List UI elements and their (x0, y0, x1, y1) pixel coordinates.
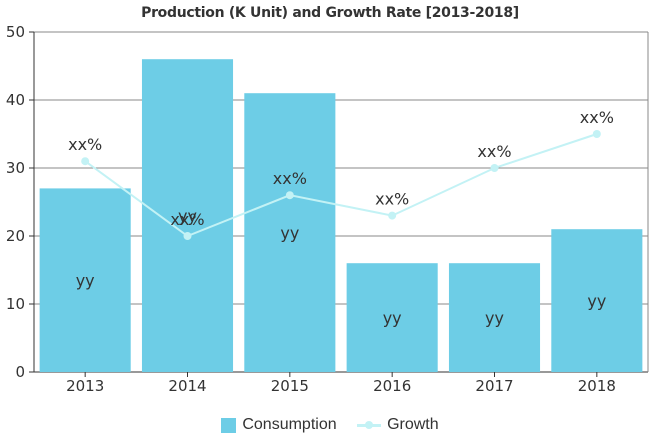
y-tick-label: 10 (6, 295, 25, 313)
growth-data-label: xx% (68, 135, 102, 154)
growth-point (285, 191, 294, 200)
y-tick-label: 50 (6, 23, 25, 41)
x-tick-label: 2015 (271, 377, 309, 395)
legend-swatch-consumption (221, 417, 237, 433)
bar (448, 263, 541, 372)
chart-title: Production (K Unit) and Growth Rate [201… (141, 5, 519, 21)
growth-point (81, 157, 90, 166)
bar-data-label: yy (485, 309, 504, 328)
y-tick-label: 0 (15, 363, 25, 381)
growth-data-label: xx% (375, 190, 409, 209)
growth-point (183, 232, 192, 240)
bar-data-label: yy (383, 309, 402, 328)
x-tick-label: 2014 (168, 377, 206, 395)
y-tick-label: 20 (6, 227, 25, 245)
growth-data-label: xx% (477, 142, 511, 161)
growth-point (388, 211, 397, 220)
bar-data-label: yy (178, 207, 197, 226)
legend-label-consumption: Consumption (242, 416, 337, 433)
bar (346, 263, 438, 372)
legend-item-growth[interactable]: Growth (357, 416, 439, 434)
growth-point (592, 130, 601, 138)
y-tick-label: 40 (6, 91, 25, 109)
x-tick-label: 2018 (578, 377, 616, 395)
bar-data-label: yy (587, 292, 606, 311)
bar (39, 188, 131, 372)
legend: Consumption Growth (0, 416, 660, 438)
growth-data-label: xx% (580, 108, 614, 127)
legend-swatch-growth (357, 418, 382, 433)
growth-data-label: xx% (170, 210, 204, 229)
legend-label-growth: Growth (387, 416, 439, 433)
x-tick-label: 2013 (66, 377, 104, 395)
bar (141, 59, 234, 372)
growth-point (490, 164, 499, 172)
y-tick-label: 30 (6, 159, 25, 177)
growth-data-label: xx% (273, 169, 307, 188)
growth-line (84, 133, 598, 238)
bar-data-label: yy (280, 224, 299, 243)
bar (244, 93, 336, 372)
legend-item-consumption[interactable]: Consumption (221, 416, 337, 434)
x-tick-label: 2017 (475, 377, 513, 395)
bar-data-label: yy (76, 271, 95, 290)
bar (551, 229, 643, 372)
x-tick-label: 2016 (373, 377, 411, 395)
